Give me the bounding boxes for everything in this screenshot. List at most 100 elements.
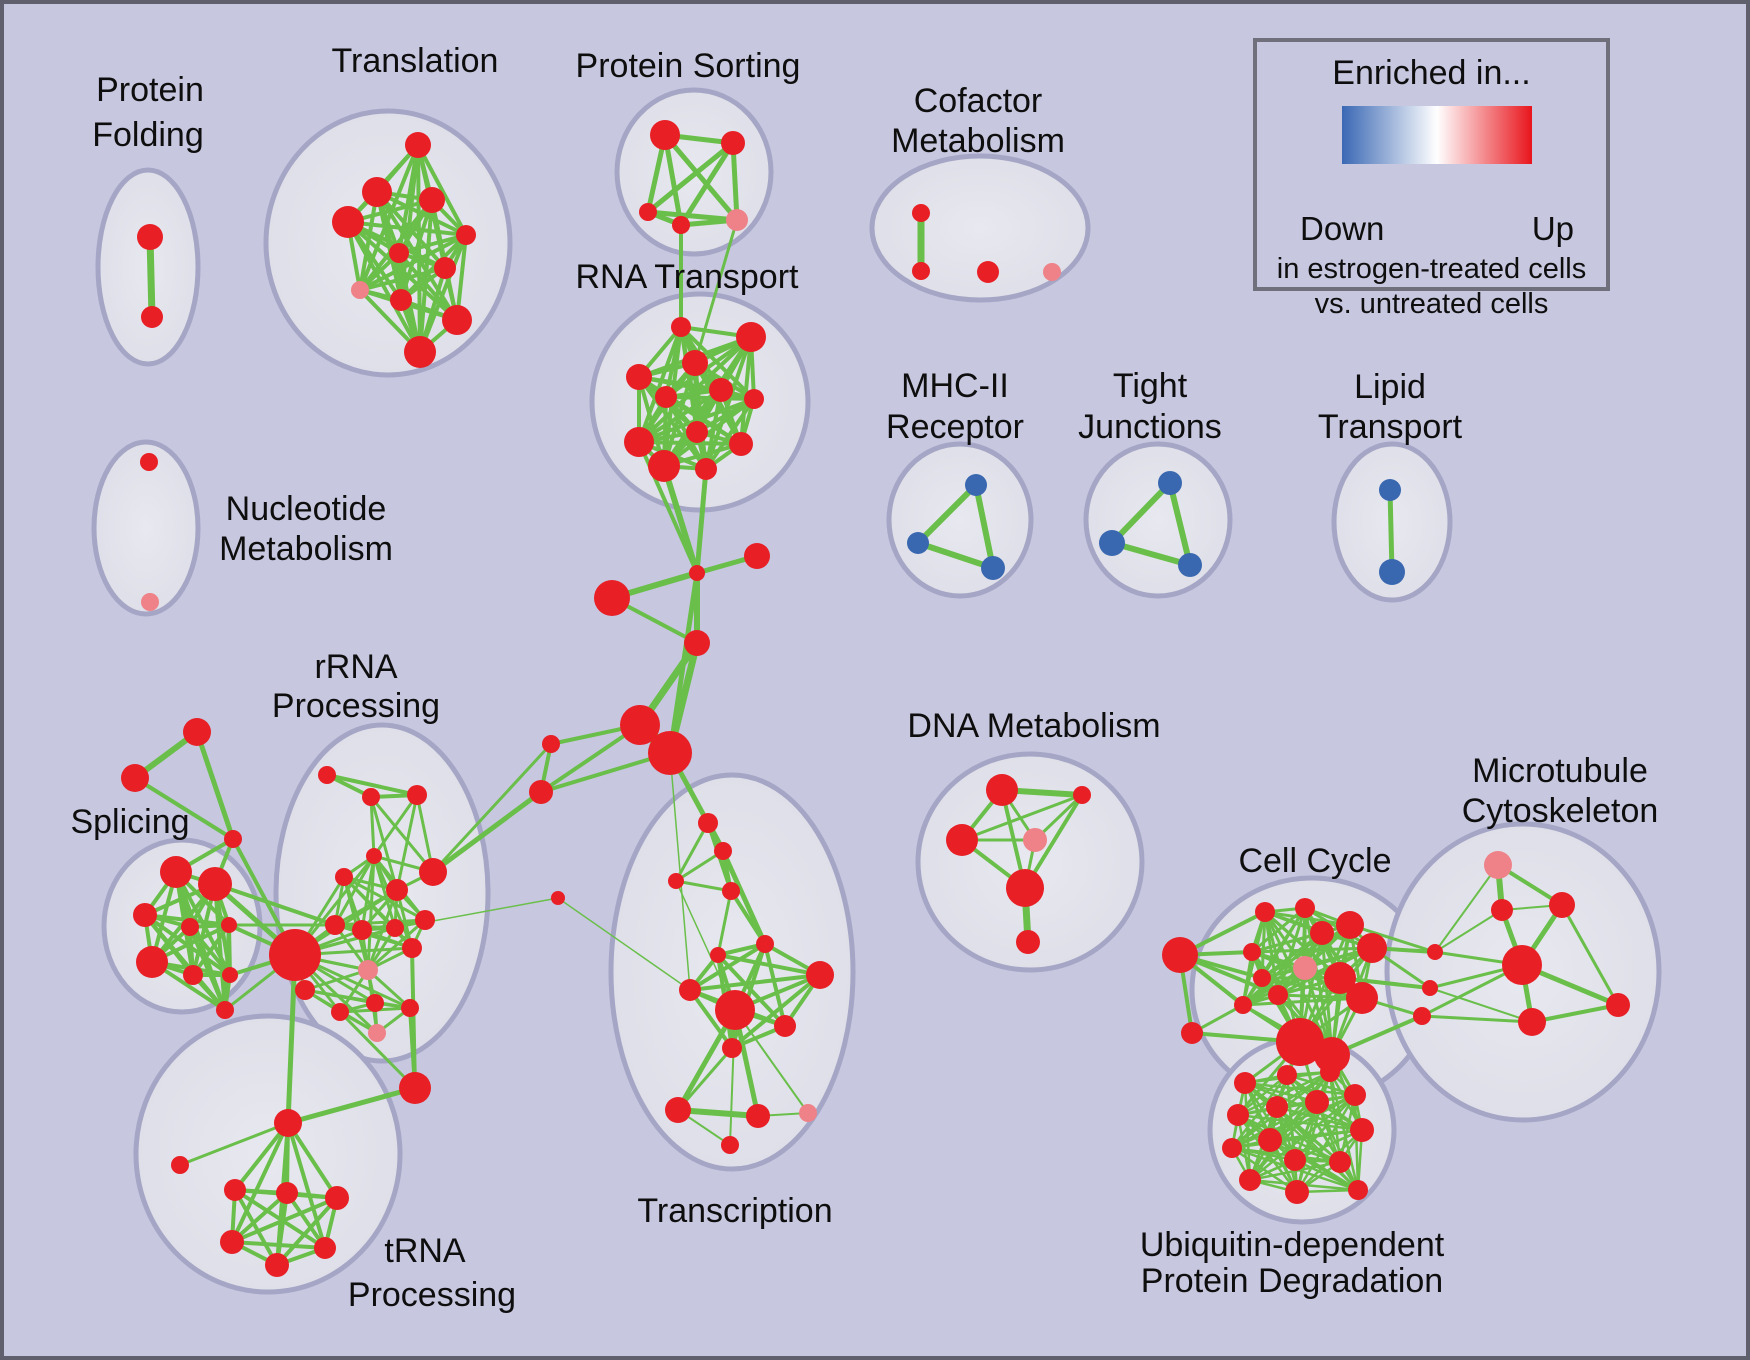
node-sp6[interactable] (136, 946, 168, 978)
node-lp1[interactable] (1379, 479, 1401, 501)
node-ccB[interactable] (1181, 1022, 1203, 1044)
node-s1[interactable] (183, 718, 211, 746)
node-tx5[interactable] (314, 1237, 336, 1259)
node-q7[interactable] (806, 961, 834, 989)
node-mt3[interactable] (1491, 899, 1513, 921)
node-tj1[interactable] (1158, 471, 1182, 495)
node-c3[interactable] (594, 580, 630, 616)
node-tx3[interactable] (325, 1186, 349, 1210)
node-cc13[interactable] (1276, 1018, 1324, 1066)
node-r10[interactable] (729, 432, 753, 456)
node-q12[interactable] (665, 1097, 691, 1123)
node-c2[interactable] (744, 543, 770, 569)
node-t2[interactable] (362, 177, 392, 207)
node-ra5[interactable] (335, 868, 353, 886)
node-lp2[interactable] (1379, 559, 1405, 585)
node-q4[interactable] (722, 882, 740, 900)
node-u9[interactable] (1258, 1128, 1282, 1152)
node-q1[interactable] (698, 813, 718, 833)
node-cc7[interactable] (1243, 943, 1261, 961)
node-q10[interactable] (774, 1015, 796, 1037)
node-sp3[interactable] (133, 903, 157, 927)
node-cc9[interactable] (1268, 985, 1288, 1005)
node-r6[interactable] (709, 378, 733, 402)
node-s3[interactable] (224, 830, 242, 848)
node-th[interactable] (274, 1109, 302, 1137)
node-tx1[interactable] (224, 1179, 246, 1201)
node-sp8[interactable] (222, 967, 238, 983)
node-u5[interactable] (1266, 1096, 1288, 1118)
node-c4[interactable] (684, 630, 710, 656)
node-cf4[interactable] (1043, 263, 1061, 281)
node-q8[interactable] (679, 979, 701, 1001)
node-t4[interactable] (332, 206, 364, 238)
node-t5[interactable] (456, 225, 476, 245)
node-r7[interactable] (744, 389, 764, 409)
node-u6[interactable] (1305, 1090, 1329, 1114)
node-ra7[interactable] (325, 915, 345, 935)
node-ra2[interactable] (362, 788, 380, 806)
node-q15[interactable] (721, 1136, 739, 1154)
node-u11[interactable] (1239, 1169, 1261, 1191)
node-tj2[interactable] (1099, 530, 1125, 556)
node-sp4[interactable] (181, 918, 199, 936)
node-pf1[interactable] (137, 224, 163, 250)
node-rh[interactable] (269, 929, 321, 981)
node-cc1[interactable] (1255, 902, 1275, 922)
node-rb[interactable] (399, 1072, 431, 1104)
node-ps3[interactable] (639, 203, 657, 221)
node-h1[interactable] (620, 705, 660, 745)
node-r12[interactable] (695, 458, 717, 480)
node-q14[interactable] (799, 1104, 817, 1122)
node-u14[interactable] (1285, 1180, 1309, 1204)
node-u13[interactable] (1329, 1151, 1351, 1173)
node-q13[interactable] (746, 1104, 770, 1128)
node-ra6[interactable] (386, 879, 408, 901)
node-d1[interactable] (986, 774, 1018, 806)
node-ra14[interactable] (331, 1003, 349, 1021)
node-ps1[interactable] (650, 120, 680, 150)
node-s2[interactable] (121, 764, 149, 792)
node-tx2[interactable] (276, 1182, 298, 1204)
node-cc3[interactable] (1310, 921, 1334, 945)
node-cf1[interactable] (912, 204, 930, 222)
node-ccL[interactable] (1162, 937, 1198, 973)
node-cf3[interactable] (977, 261, 999, 283)
node-c5[interactable] (542, 735, 560, 753)
node-mt4[interactable] (1502, 945, 1542, 985)
node-r2[interactable] (736, 322, 766, 352)
node-cc2[interactable] (1295, 898, 1315, 918)
node-cc10[interactable] (1324, 962, 1356, 994)
node-m2[interactable] (907, 532, 929, 554)
node-d6[interactable] (1016, 930, 1040, 954)
node-nm1[interactable] (140, 453, 158, 471)
node-c1[interactable] (689, 565, 705, 581)
node-q3[interactable] (668, 873, 684, 889)
node-d3[interactable] (946, 824, 978, 856)
node-c6[interactable] (529, 780, 553, 804)
node-q5[interactable] (710, 947, 726, 963)
node-sn[interactable] (551, 891, 565, 905)
node-cc11[interactable] (1346, 982, 1378, 1014)
node-r8[interactable] (686, 421, 708, 443)
node-u10[interactable] (1350, 1118, 1374, 1142)
node-u1[interactable] (1234, 1072, 1256, 1094)
node-mt5[interactable] (1606, 993, 1630, 1017)
node-u8[interactable] (1222, 1138, 1242, 1158)
node-k1[interactable] (1427, 944, 1443, 960)
node-sp7[interactable] (183, 965, 203, 985)
node-ps2[interactable] (721, 131, 745, 155)
node-tj3[interactable] (1178, 553, 1202, 577)
node-m3[interactable] (981, 556, 1005, 580)
node-d2[interactable] (1073, 786, 1091, 804)
node-ra9[interactable] (386, 919, 404, 937)
node-ra3[interactable] (407, 785, 427, 805)
node-ra1[interactable] (318, 766, 336, 784)
node-t8[interactable] (351, 281, 369, 299)
node-t3[interactable] (419, 187, 445, 213)
node-r4[interactable] (626, 364, 652, 390)
node-d5[interactable] (1006, 869, 1044, 907)
node-q9[interactable] (715, 990, 755, 1030)
node-tx6[interactable] (265, 1253, 289, 1277)
node-t1[interactable] (405, 132, 431, 158)
